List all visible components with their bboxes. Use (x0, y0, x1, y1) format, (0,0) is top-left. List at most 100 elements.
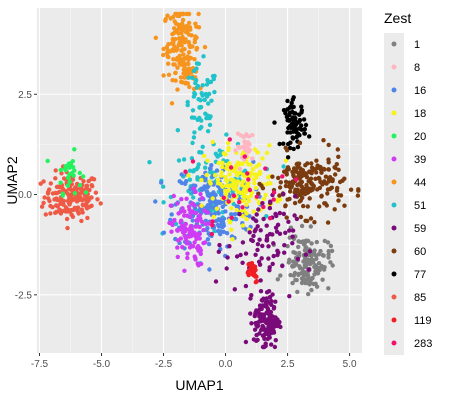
data-point (170, 78, 175, 83)
data-point (224, 266, 229, 271)
data-point (67, 209, 73, 214)
data-point (200, 196, 205, 201)
data-point (283, 109, 288, 114)
data-point (303, 252, 308, 257)
data-point (205, 158, 210, 163)
data-point (229, 227, 234, 232)
data-point (161, 230, 167, 235)
data-point (322, 167, 327, 172)
data-point (250, 156, 255, 161)
data-point (223, 209, 228, 214)
data-point (169, 229, 174, 234)
data-point (355, 193, 361, 198)
data-point (298, 239, 304, 245)
data-point (212, 89, 217, 95)
data-point (336, 198, 341, 203)
data-point (254, 172, 259, 177)
data-point (243, 133, 249, 138)
data-point (57, 189, 62, 195)
data-point (77, 183, 83, 188)
data-point (296, 131, 301, 136)
data-point (181, 52, 186, 57)
data-point (172, 30, 177, 35)
data-point (211, 205, 216, 210)
data-point (254, 279, 259, 284)
data-point (176, 211, 181, 216)
data-point (196, 97, 201, 102)
data-point (196, 244, 201, 249)
data-point (186, 20, 192, 26)
data-point (187, 177, 193, 182)
data-point (326, 252, 331, 257)
data-point (265, 317, 270, 322)
data-point (173, 221, 179, 227)
data-point (303, 280, 308, 286)
data-point (178, 75, 184, 80)
data-point (194, 232, 200, 237)
data-point (175, 87, 180, 92)
data-point (257, 237, 262, 242)
data-point (308, 176, 314, 181)
data-point (323, 201, 328, 206)
data-point (293, 127, 299, 132)
data-point (289, 121, 295, 127)
data-point (254, 323, 259, 328)
data-point (258, 278, 263, 283)
data-point (84, 198, 89, 203)
data-point (192, 130, 197, 135)
data-point (246, 272, 251, 278)
data-point (237, 170, 243, 175)
data-point (266, 256, 271, 261)
data-point (274, 229, 280, 234)
data-point (295, 187, 300, 192)
data-point (263, 192, 268, 198)
data-point (80, 188, 85, 193)
data-point (202, 208, 207, 213)
data-point (250, 132, 255, 138)
data-point (336, 154, 341, 159)
data-point (261, 344, 266, 350)
data-point (321, 138, 326, 143)
data-point (300, 195, 305, 200)
data-point (194, 218, 199, 223)
data-point (183, 181, 188, 186)
data-point (200, 83, 205, 88)
data-point (212, 228, 217, 234)
data-point (201, 227, 206, 233)
data-point (70, 177, 76, 182)
data-point (254, 194, 260, 199)
data-point (182, 268, 187, 273)
data-point (290, 181, 296, 186)
data-point (248, 311, 253, 316)
axes: -7.5 -5.0 -2.5 0.0 2.5 5.0 -2.5 0.0 2.5 (15, 90, 357, 370)
data-point (216, 249, 221, 254)
data-point (83, 190, 89, 195)
data-point (277, 193, 282, 198)
data-point (264, 299, 269, 305)
data-point (190, 108, 196, 113)
data-point (185, 71, 190, 77)
data-point (290, 280, 295, 286)
data-point (219, 189, 224, 194)
data-point (258, 228, 263, 233)
data-point (171, 193, 176, 199)
data-point (252, 272, 257, 278)
data-point (277, 141, 282, 147)
data-point (283, 145, 288, 150)
data-point (214, 168, 220, 173)
data-point (202, 240, 208, 245)
data-point (325, 240, 331, 245)
data-point (299, 104, 304, 109)
data-point (325, 220, 331, 225)
data-point (328, 260, 333, 265)
data-point (232, 212, 238, 217)
data-point (250, 269, 256, 274)
data-point (283, 158, 289, 163)
data-point (261, 204, 266, 210)
data-point (186, 173, 191, 178)
data-point (242, 194, 247, 200)
data-point (238, 252, 243, 258)
data-point (275, 199, 280, 204)
data-point (240, 205, 245, 210)
data-point (246, 262, 251, 267)
